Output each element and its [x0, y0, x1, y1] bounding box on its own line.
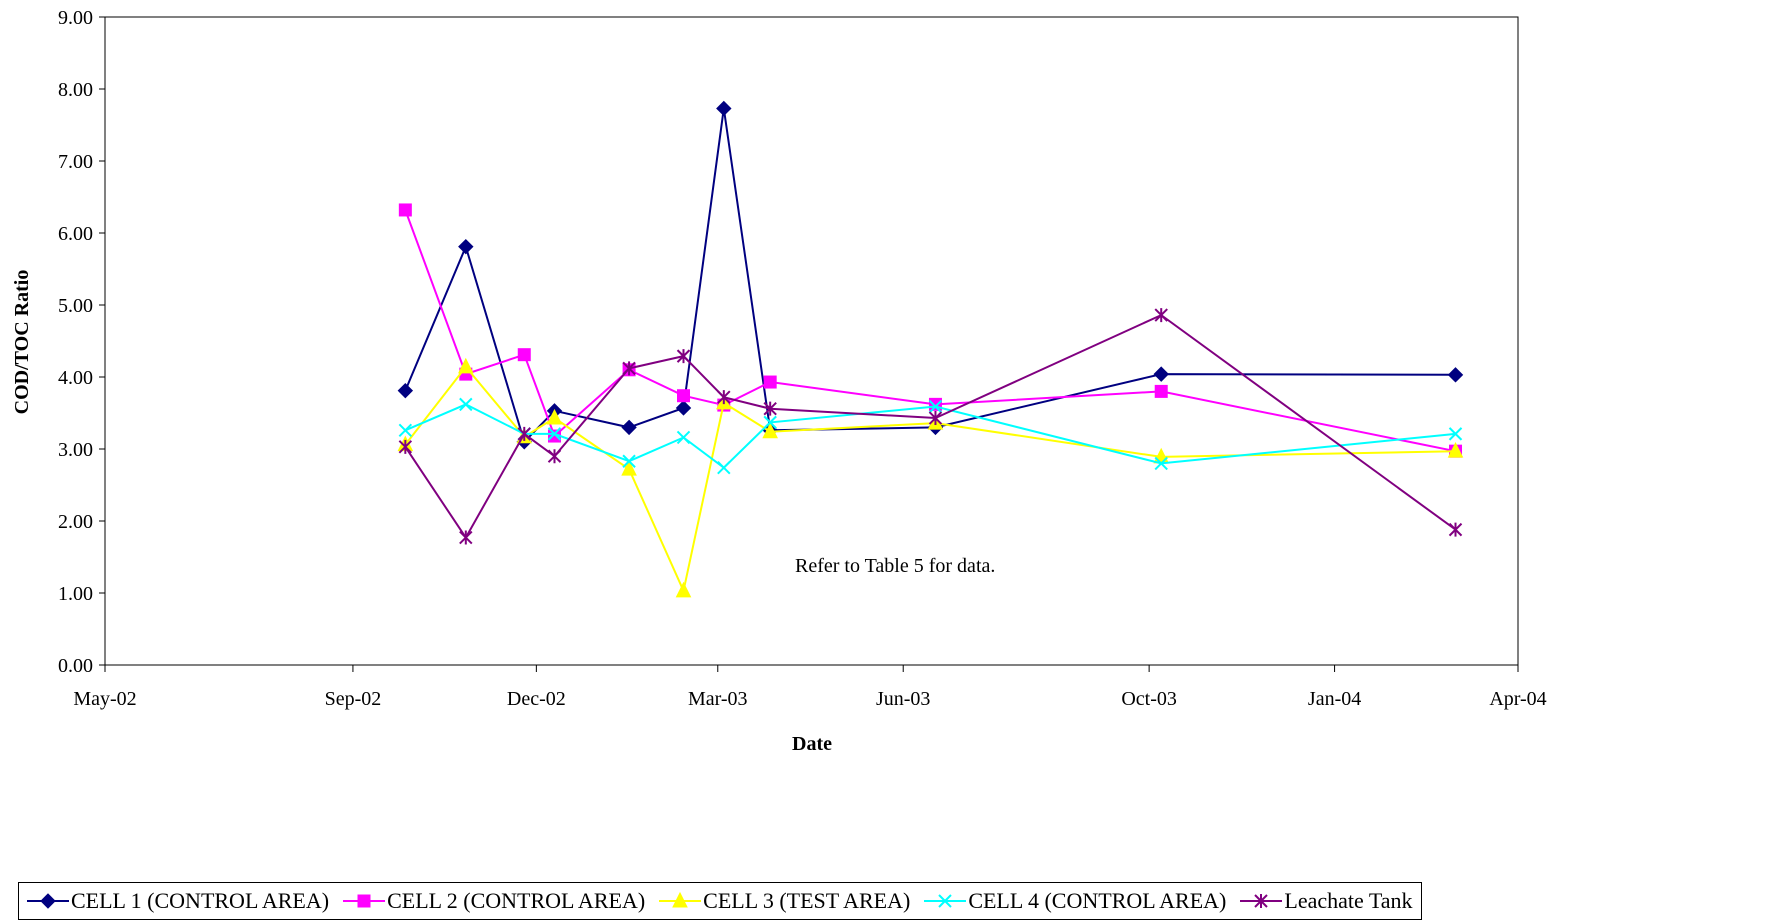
x-axis: May-02 Sep-02 Dec-02 Mar-03 Jun-03 Oct-03 Jan-…: [73, 665, 1547, 710]
data-point: [547, 449, 562, 464]
y-tick-label: 7.00: [58, 151, 93, 173]
legend-label: CELL 1 (CONTROL AREA): [71, 888, 330, 913]
data-point: [676, 430, 691, 445]
legend-swatch: [924, 894, 967, 908]
data-point: [517, 348, 531, 362]
legend-item: Leachate Tank: [1240, 888, 1413, 914]
data-point: [398, 203, 412, 217]
legend-label: CELL 3 (TEST AREA): [703, 888, 911, 913]
data-point: [398, 423, 413, 437]
x-axis-title: Date: [792, 733, 832, 755]
data-point: [398, 439, 413, 454]
legend-swatch: [659, 891, 702, 908]
data-point: [547, 427, 562, 441]
legend-item: CELL 2 (CONTROL AREA): [343, 888, 645, 914]
data-point: [717, 461, 731, 475]
data-point: [763, 415, 777, 430]
series-1: [397, 100, 1464, 450]
data-point: [621, 419, 637, 436]
data-point: [459, 530, 473, 545]
legend-item: CELL 4 (CONTROL AREA): [924, 888, 1226, 914]
data-point: [1447, 367, 1464, 383]
data-point: [763, 375, 777, 389]
series-4: [398, 397, 1463, 475]
y-axis: 0.00 1.00 2.00 3.00 4.00 5.00 6.00 7.00 8.00 9.00: [58, 7, 105, 677]
x-tick-label: Sep-02: [325, 688, 382, 710]
data-point: [762, 422, 778, 439]
legend-swatch: [1240, 894, 1283, 908]
data-point: [457, 357, 474, 374]
data-point: [928, 411, 943, 426]
data-point: [717, 390, 731, 405]
y-tick-label: 5.00: [58, 295, 93, 317]
legend-swatch: [343, 894, 386, 908]
legend-marker: [40, 893, 56, 909]
data-point: [1448, 522, 1463, 537]
plot-area-border: [104, 16, 1519, 666]
data-point: [1154, 308, 1168, 323]
y-tick-label: 2.00: [58, 511, 93, 533]
data-point: [928, 399, 943, 414]
y-tick-label: 6.00: [58, 223, 93, 245]
x-tick-label: Mar-03: [688, 688, 748, 710]
data-point: [1447, 442, 1464, 458]
series-layer: [397, 100, 1464, 598]
plot-frame: [104, 16, 1519, 666]
legend-swatch: [27, 893, 69, 909]
legend-marker: [672, 891, 688, 908]
legend-marker: [1254, 894, 1269, 908]
legend-marker: [938, 894, 953, 908]
data-point: [1154, 384, 1168, 398]
y-tick-label: 4.00: [58, 367, 93, 389]
legend-marker: [357, 894, 371, 908]
data-point: [546, 408, 563, 425]
data-point: [1154, 456, 1168, 471]
data-point: [458, 238, 474, 255]
data-point: [676, 349, 691, 364]
line-chart: 0.00 1.00 2.00 3.00 4.00 5.00 6.00 7.00 8.00 9.00…: [11, 7, 1547, 755]
series-line: [404, 108, 1456, 444]
legend-item: CELL 3 (TEST AREA): [659, 888, 910, 914]
data-point: [677, 389, 691, 403]
legend-label: Leachate Tank: [1284, 888, 1413, 913]
data-point: [621, 460, 637, 476]
data-point: [675, 581, 692, 598]
y-tick-label: 0.00: [58, 655, 93, 677]
data-point: [716, 100, 732, 117]
data-point: [1153, 366, 1169, 382]
legend-label: CELL 2 (CONTROL AREA): [387, 888, 646, 913]
x-tick-label: Dec-02: [507, 688, 566, 710]
y-tick-label: 1.00: [58, 583, 93, 605]
y-tick-label: 8.00: [58, 79, 93, 101]
legend: CELL 1 (CONTROL AREA) CELL 2 (CONTROL ARE…: [18, 882, 1422, 920]
series-5: [398, 308, 1463, 545]
x-tick-label: Oct-03: [1121, 688, 1177, 710]
annotation-text: Refer to Table 5 for data.: [795, 555, 995, 577]
data-point: [622, 361, 636, 376]
y-tick-label: 3.00: [58, 439, 93, 461]
x-tick-label: May-02: [73, 688, 136, 710]
data-point: [622, 454, 636, 468]
legend-item: CELL 1 (CONTROL AREA): [27, 888, 329, 914]
data-point: [763, 401, 777, 416]
legend-label: CELL 4 (CONTROL AREA): [968, 888, 1227, 913]
x-tick-label: Jun-03: [876, 688, 930, 710]
data-point: [459, 397, 473, 412]
x-tick-label: Apr-04: [1489, 688, 1546, 710]
data-point: [1448, 427, 1463, 441]
data-point: [675, 400, 692, 416]
data-point: [397, 382, 414, 399]
data-point: [517, 426, 531, 441]
y-axis-title: COD/TOC Ratio: [11, 270, 33, 415]
y-tick-label: 9.00: [58, 7, 93, 29]
x-tick-label: Jan-04: [1308, 688, 1361, 710]
